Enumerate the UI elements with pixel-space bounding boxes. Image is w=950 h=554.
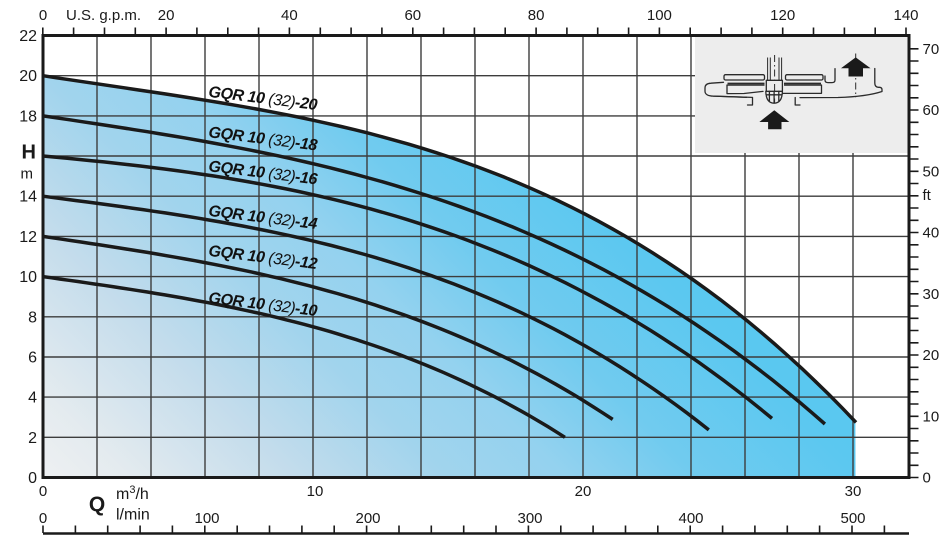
svg-text:4: 4	[28, 390, 37, 407]
svg-text:H: H	[22, 142, 36, 164]
svg-text:0: 0	[28, 470, 37, 487]
svg-text:20: 20	[19, 68, 37, 85]
svg-text:140: 140	[893, 7, 918, 24]
svg-text:20: 20	[158, 7, 175, 24]
svg-text:m3/h: m3/h	[116, 484, 149, 503]
svg-text:20: 20	[575, 483, 592, 500]
svg-text:300: 300	[517, 510, 542, 527]
svg-text:60: 60	[404, 7, 421, 24]
svg-text:20: 20	[923, 347, 940, 364]
svg-text:Q: Q	[89, 493, 105, 516]
svg-text:22: 22	[19, 28, 37, 45]
svg-text:50: 50	[923, 164, 940, 181]
svg-text:500: 500	[840, 510, 865, 527]
svg-text:10: 10	[19, 269, 37, 286]
svg-text:8: 8	[28, 309, 37, 326]
svg-text:12: 12	[19, 229, 37, 246]
svg-text:30: 30	[923, 286, 940, 303]
svg-text:0: 0	[39, 7, 47, 24]
svg-text:m: m	[21, 166, 34, 183]
svg-text:80: 80	[528, 7, 545, 24]
svg-text:200: 200	[355, 510, 380, 527]
svg-text:0: 0	[923, 470, 931, 487]
svg-text:40: 40	[923, 225, 940, 242]
svg-text:400: 400	[678, 510, 703, 527]
svg-text:10: 10	[923, 409, 940, 426]
svg-text:0: 0	[39, 483, 47, 500]
svg-text:70: 70	[923, 41, 940, 58]
svg-text:U.S. g.p.m.: U.S. g.p.m.	[66, 7, 141, 24]
svg-text:120: 120	[770, 7, 795, 24]
svg-text:30: 30	[845, 483, 862, 500]
svg-text:0: 0	[39, 510, 47, 527]
svg-text:100: 100	[647, 7, 672, 24]
svg-text:l/min: l/min	[116, 507, 150, 524]
svg-text:2: 2	[28, 430, 37, 447]
svg-text:ft: ft	[923, 187, 932, 204]
svg-text:60: 60	[923, 102, 940, 119]
svg-text:40: 40	[281, 7, 298, 24]
svg-text:18: 18	[19, 108, 37, 125]
svg-text:100: 100	[194, 510, 219, 527]
svg-text:10: 10	[307, 483, 324, 500]
svg-text:6: 6	[28, 350, 37, 367]
svg-text:14: 14	[19, 189, 37, 206]
